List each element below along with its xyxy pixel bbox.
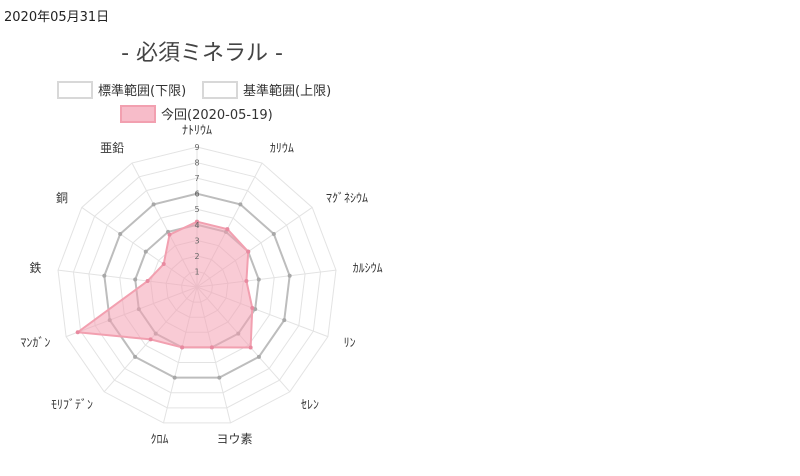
grid-ring — [72, 162, 322, 409]
series-point-1 — [217, 375, 222, 380]
tick-label: 7 — [194, 174, 199, 183]
series-point-2 — [250, 305, 255, 310]
legend-swatch[interactable] — [202, 81, 238, 99]
series-point-1 — [271, 231, 276, 236]
axis-label: 銅 — [56, 191, 68, 205]
tick-label: 5 — [194, 205, 199, 214]
legend-swatch[interactable] — [57, 81, 93, 99]
tick-label: 3 — [194, 236, 199, 245]
series-point-1 — [256, 354, 261, 359]
tick-label: 4 — [194, 221, 199, 230]
series-point-1 — [102, 273, 107, 278]
legend-label[interactable]: 基準範囲(上限) — [243, 83, 331, 99]
grid-ring — [119, 208, 275, 364]
series-polygon-2 — [75, 220, 254, 349]
series-point-2 — [244, 278, 249, 283]
tick-label: 8 — [194, 159, 199, 168]
axis-label: 鉄 — [29, 260, 41, 275]
series-point-1 — [172, 375, 177, 380]
series-point-2 — [180, 345, 185, 350]
grid-ring — [88, 177, 306, 394]
series-point-2 — [209, 345, 214, 350]
axis-label: ﾓﾘﾌﾞﾃﾞﾝ — [51, 397, 93, 411]
axis-label: ﾘﾝ — [344, 336, 356, 350]
series-point-2 — [167, 232, 172, 237]
tick-label: 1 — [194, 267, 199, 276]
axis-label: ﾅﾄﾘｳﾑ — [182, 123, 212, 137]
series-point-1 — [282, 318, 287, 323]
series-point-1 — [118, 231, 123, 236]
axis-label: ｾﾚﾝ — [301, 397, 319, 411]
series-point-2 — [225, 227, 230, 232]
series-point-1 — [287, 273, 292, 278]
series-polygon-1 — [103, 192, 291, 379]
tick-label: 6 — [194, 190, 199, 199]
axis-label: ｸﾛﾑ — [150, 432, 168, 446]
series-point-2 — [145, 278, 150, 283]
axis-labels: ﾅﾄﾘｳﾑ ｶﾘｳﾑ ﾏｸﾞﾈｼｳﾑ ｶﾙｼｳﾑ ﾘﾝ ｾﾚﾝ ヨウ素 ｸﾛﾑ ﾓﾘﾌﾞﾃﾞﾝ ﾏ… — [20, 123, 382, 446]
series-point-0 — [133, 277, 138, 282]
series-point-0 — [256, 277, 261, 282]
legend-label[interactable]: 標準範囲(下限) — [98, 83, 186, 99]
series-point-1 — [238, 202, 243, 207]
legend-label[interactable]: 今回(2020-05-19) — [161, 107, 273, 123]
legend: 標準範囲(下限) 基準範囲(上限) 今回(2020-05-19) — [57, 81, 331, 123]
series-point-2 — [246, 249, 251, 254]
series-point-2 — [161, 262, 166, 267]
grid-ring — [57, 146, 337, 424]
series-point-2 — [248, 345, 253, 350]
date-label: 2020年05月31日 — [4, 10, 110, 25]
tick-label: 9 — [194, 143, 199, 152]
axis-label: ｶﾙｼｳﾑ — [353, 261, 383, 275]
series-point-1 — [195, 191, 199, 196]
axis-label: ﾏﾝｶﾞﾝ — [20, 336, 50, 350]
axis-label: ヨウ素 — [217, 432, 253, 446]
series-point-2 — [75, 330, 80, 335]
series-point-2 — [195, 219, 199, 224]
chart-title: - 必須ミネラル - — [121, 41, 283, 66]
series-point-2 — [148, 337, 153, 342]
series-point-1 — [151, 202, 156, 207]
axis-label: ﾏｸﾞﾈｼｳﾑ — [326, 191, 368, 205]
legend-swatch[interactable] — [120, 105, 156, 123]
series-point-0 — [143, 249, 148, 254]
axis-label: ｶﾘｳﾑ — [270, 141, 294, 155]
series-point-1 — [133, 354, 138, 359]
tick-labels: 1 2 3 4 5 6 7 8 9 — [194, 143, 199, 276]
series-layer — [75, 191, 292, 380]
tick-label: 2 — [194, 252, 199, 261]
axis-label: 亜鉛 — [100, 141, 124, 155]
